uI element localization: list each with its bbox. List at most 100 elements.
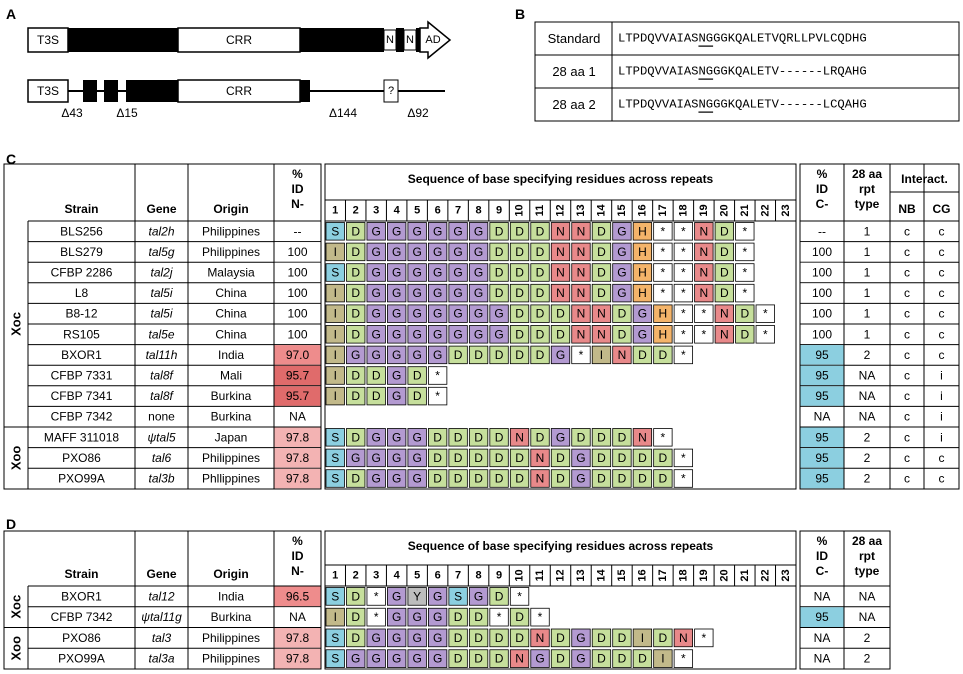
residue-cell	[325, 283, 345, 303]
residue-label: D	[474, 430, 483, 444]
residue-label: G	[392, 389, 401, 403]
residue-cell	[735, 283, 755, 303]
residue-label: D	[638, 348, 647, 362]
residue-cell	[448, 428, 468, 447]
residue-cell	[387, 325, 407, 344]
residue-cell	[325, 469, 345, 488]
residue-cell	[407, 428, 427, 447]
residue-cell	[530, 345, 550, 365]
residue-label: S	[331, 430, 339, 444]
residue-label: H	[638, 224, 647, 238]
row-label: 28 aa 1	[552, 64, 595, 79]
residue-cell	[530, 304, 550, 323]
residue-cell	[448, 263, 468, 282]
residue-cell	[366, 448, 386, 468]
residue-label: G	[453, 266, 462, 280]
repeat-number: 12	[555, 569, 567, 581]
strain-name: BLS279	[60, 245, 103, 259]
residue-cell	[468, 242, 489, 262]
rpt-type-value: 1	[864, 245, 871, 259]
residue-cell	[387, 366, 407, 385]
residue-label: D	[515, 631, 524, 645]
id-c-value: NA	[814, 631, 831, 645]
residue-cell	[346, 649, 366, 668]
residue-label: D	[638, 652, 647, 666]
deletion-label: Δ144	[329, 106, 357, 120]
residue-label: G	[372, 631, 381, 645]
residue-label: D	[659, 451, 668, 465]
residue-label: D	[351, 369, 360, 383]
residue-label: G	[392, 286, 401, 300]
repeat-number: 21	[739, 569, 751, 581]
residue-cell	[550, 222, 571, 241]
residue-label: *	[742, 266, 747, 280]
residue-cell	[571, 448, 591, 468]
residue-label: G	[433, 589, 442, 603]
residue-label: G	[474, 266, 483, 280]
residue-label: D	[454, 610, 463, 624]
id-c-value: --	[818, 224, 826, 238]
residue-label: N	[597, 327, 606, 341]
residue-cell	[714, 283, 734, 303]
residue-label: D	[351, 224, 360, 238]
residue-label: G	[372, 224, 381, 238]
id-n-value: 97.0	[286, 348, 310, 362]
strain-name: PXO86	[62, 631, 101, 645]
residue-cell	[407, 304, 427, 323]
residue-cell	[427, 448, 448, 468]
id-n-value: 97.8	[286, 430, 310, 444]
residue-cell	[550, 283, 571, 303]
residue-cell	[509, 325, 530, 344]
residue-label: *	[742, 224, 747, 238]
residue-label: S	[331, 224, 339, 238]
residue-label: G	[453, 307, 462, 321]
residue-cell	[550, 304, 571, 323]
residue-label: G	[576, 652, 585, 666]
id-n-cell	[274, 221, 321, 242]
residue-label: N	[556, 224, 565, 238]
cg-value: c	[939, 245, 945, 259]
id-c-cell	[800, 648, 844, 669]
residue-label: G	[372, 327, 381, 341]
residue-cell	[694, 304, 714, 323]
id-n-cell	[274, 262, 321, 283]
origin-name: China	[215, 286, 247, 300]
residue-label: D	[556, 631, 565, 645]
residue-cell	[530, 628, 550, 648]
strain-name: PXO86	[62, 451, 101, 465]
residue-cell	[325, 428, 345, 447]
id-c-value: 100	[812, 307, 832, 321]
residue-label: G	[535, 652, 544, 666]
residue-label: G	[392, 348, 401, 362]
nb-value: c	[904, 389, 910, 403]
residue-label: H	[638, 266, 647, 280]
id-n-cell	[274, 324, 321, 345]
residue-cell	[407, 649, 427, 668]
gene-name: tal5i	[150, 286, 172, 300]
residue-cell	[346, 283, 366, 303]
rpt-type-value: NA	[859, 369, 876, 383]
residue-label: N	[556, 286, 565, 300]
residue-label: G	[392, 266, 401, 280]
residue-cell	[427, 587, 448, 606]
residue-label: D	[638, 451, 647, 465]
residue-label: D	[556, 472, 565, 486]
residue-cell	[550, 628, 571, 648]
residue-cell	[489, 607, 509, 627]
residue-cell	[673, 283, 694, 303]
residue-cell	[387, 587, 407, 606]
repeat-number: 5	[414, 570, 420, 582]
residue-label: S	[331, 472, 339, 486]
residue-cell	[387, 448, 407, 468]
t3s-label-2: T3S	[37, 84, 59, 98]
residue-cell	[407, 448, 427, 468]
residue-cell	[366, 386, 386, 406]
residue-label: D	[556, 451, 565, 465]
residue-label: D	[597, 451, 606, 465]
residue-label: D	[515, 245, 524, 259]
id-c-cell	[800, 406, 844, 427]
residue-label: G	[474, 327, 483, 341]
residue-label: D	[351, 589, 360, 603]
residue-label: H	[638, 245, 647, 259]
repeat-number: 4	[394, 570, 401, 582]
